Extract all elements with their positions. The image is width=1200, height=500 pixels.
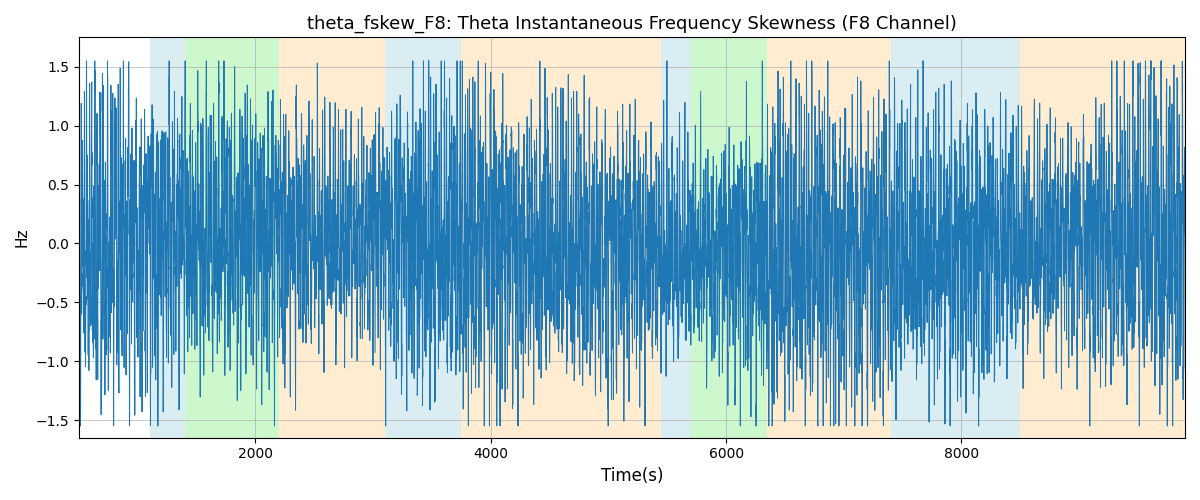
Bar — [432, 38, 461, 438]
Bar — [278, 38, 385, 438]
Bar — [150, 38, 185, 438]
Bar — [185, 38, 278, 438]
Bar — [461, 38, 661, 438]
Y-axis label: Hz: Hz — [14, 228, 30, 248]
Bar — [1020, 38, 1186, 438]
X-axis label: Time(s): Time(s) — [601, 467, 664, 485]
Bar — [385, 38, 432, 438]
Bar — [691, 38, 767, 438]
Bar — [661, 38, 691, 438]
Bar — [890, 38, 1020, 438]
Title: theta_fskew_F8: Theta Instantaneous Frequency Skewness (F8 Channel): theta_fskew_F8: Theta Instantaneous Freq… — [307, 15, 956, 34]
Bar — [767, 38, 890, 438]
